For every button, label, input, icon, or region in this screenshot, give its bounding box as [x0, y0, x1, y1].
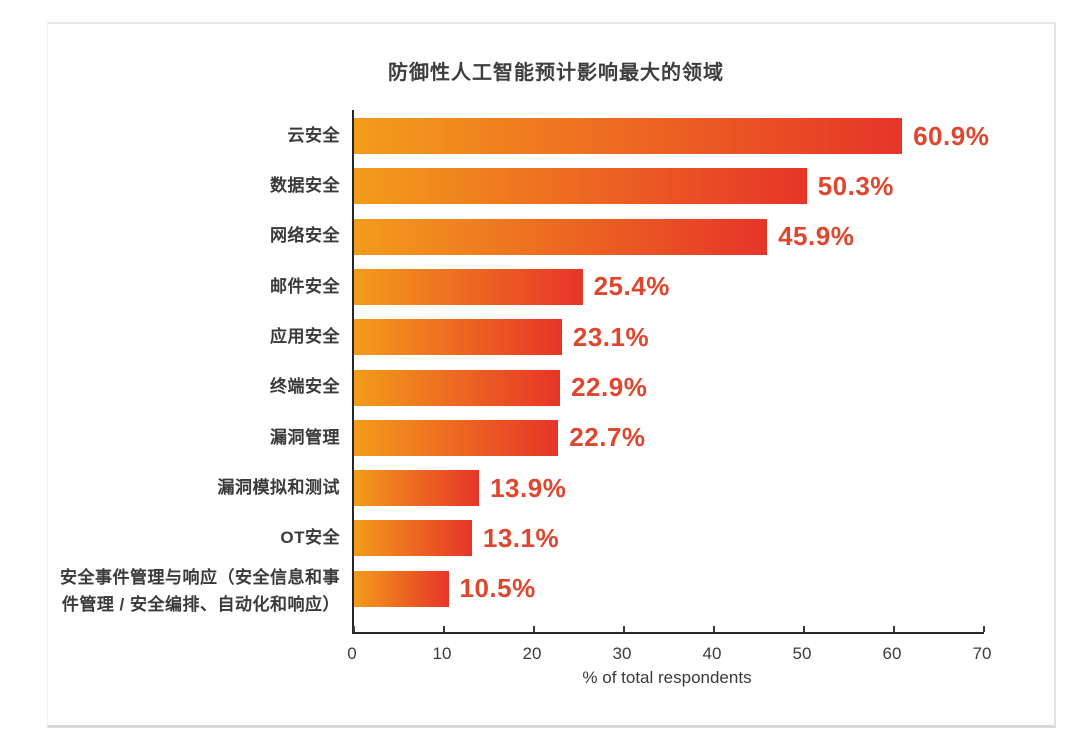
bar [354, 520, 472, 557]
category-label: 网络安全 [270, 226, 340, 246]
bar-value-label: 10.5% [459, 573, 536, 604]
category-label: 数据安全 [270, 176, 340, 196]
category-label: OT安全 [280, 528, 340, 548]
category-label: 应用安全 [270, 327, 340, 347]
bar-value-label: 45.9% [778, 221, 855, 252]
x-tick-label: 60 [882, 644, 902, 663]
category-label: 漏洞管理 [270, 427, 340, 447]
bar-value-label: 50.3% [817, 170, 894, 201]
bar [354, 218, 768, 255]
category-label: 终端安全 [270, 377, 340, 397]
bar [354, 470, 480, 507]
x-tick-label: 50 [792, 644, 812, 663]
x-tick-label: 0 [347, 644, 357, 663]
x-tick-label: 30 [612, 644, 632, 663]
bar-value-label: 22.7% [569, 422, 646, 453]
category-label: 漏洞模拟和测试 [217, 477, 340, 497]
bar-value-label: 22.9% [571, 372, 648, 402]
x-tick-label: 20 [522, 644, 542, 663]
x-tick [353, 626, 355, 632]
bar [354, 369, 561, 406]
bar-value-label: 60.9% [913, 120, 990, 151]
plot-area: 60.9% 50.3% 45.9% 25.4% 23.1% 22.9% 22.7% 13.9%… [352, 110, 989, 634]
bar [354, 570, 449, 607]
x-tick [983, 626, 985, 632]
bar [354, 268, 583, 305]
category-label: 安全事件管理与响应（安全信息和事 件管理 / 安全编排、自动化和响应） [60, 568, 340, 614]
bar [354, 168, 807, 205]
category-label: 邮件安全 [270, 276, 340, 296]
bar [354, 118, 903, 154]
bar [354, 319, 562, 356]
x-tick-label: 40 [702, 644, 722, 663]
x-tick [443, 626, 445, 632]
bar-value-label: 25.4% [593, 271, 670, 302]
x-tick [893, 626, 895, 632]
x-tick [533, 626, 535, 632]
bar-value-label: 23.1% [572, 321, 650, 352]
x-tick [623, 626, 625, 632]
bar-value-label: 13.1% [482, 522, 560, 553]
category-label: 云安全 [287, 125, 340, 145]
x-tick [803, 626, 805, 632]
chart-title: 防御性人工智能预计影响最大的领域 [388, 62, 724, 84]
x-tick-label: 70 [972, 644, 992, 663]
x-tick-label: 10 [432, 644, 452, 663]
bar-value-label: 13.9% [490, 472, 567, 503]
x-axis-label: % of total respondents [582, 668, 752, 687]
x-tick [713, 626, 715, 632]
bar [354, 419, 559, 456]
